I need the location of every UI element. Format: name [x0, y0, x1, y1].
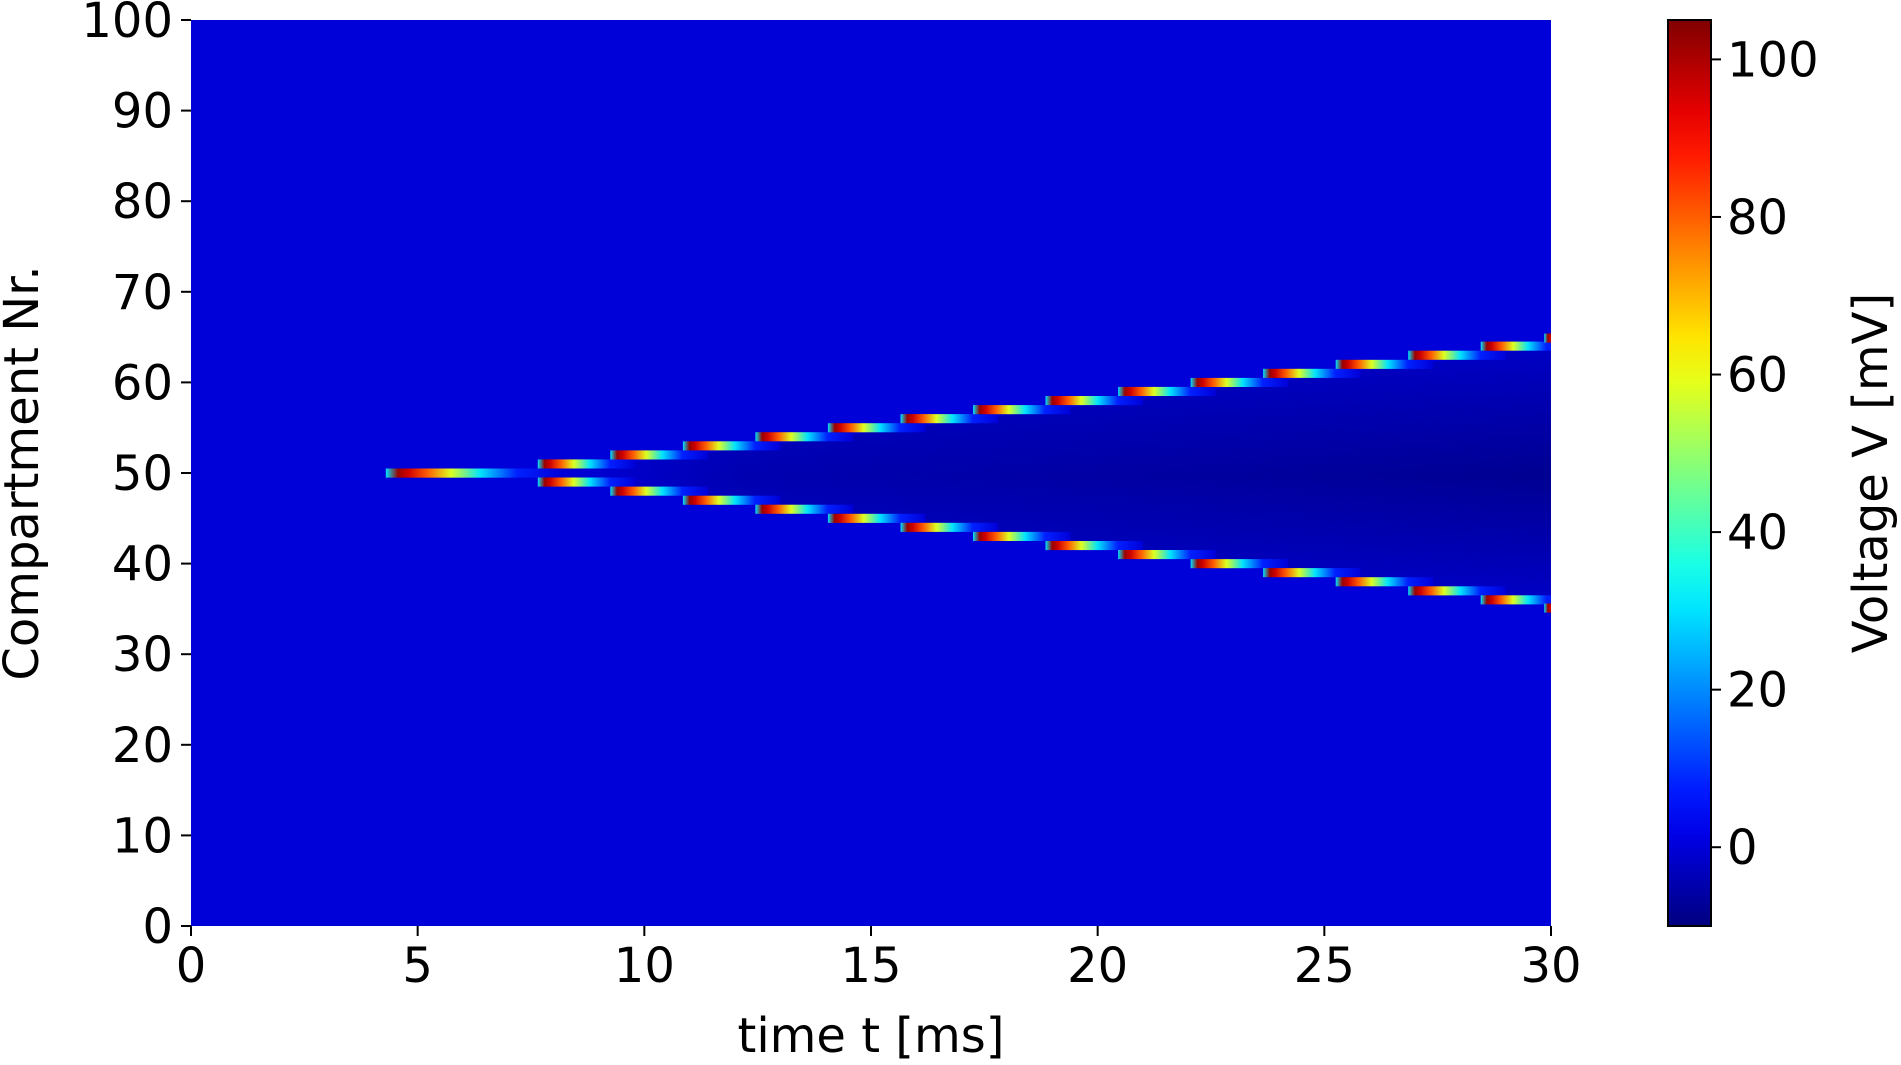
- action-potential-segment: [1544, 603, 1551, 613]
- action-potential-segment: [1335, 577, 1434, 587]
- action-potential-segment: [973, 405, 1071, 415]
- action-potential-segment: [682, 495, 781, 505]
- x-tick-label: 0: [176, 938, 207, 994]
- action-potential-segment: [537, 477, 636, 487]
- y-tick-label: 10: [112, 808, 173, 864]
- colorbar-tick-label: 60: [1727, 348, 1788, 404]
- y-tick-label: 80: [112, 174, 173, 230]
- colorbar-scale: [1667, 19, 1712, 927]
- colorbar-tick-label: 80: [1727, 190, 1788, 246]
- action-potential-segment: [827, 423, 926, 433]
- y-tick-label: 100: [81, 0, 173, 49]
- x-tick-label: 10: [614, 938, 675, 994]
- x-axis-label: time t [ms]: [738, 1008, 1005, 1064]
- action-potential-segment: [900, 414, 998, 424]
- y-tick-label: 30: [112, 627, 173, 683]
- action-potential-segment: [682, 441, 781, 451]
- action-potential-segment: [385, 468, 563, 478]
- wavefront-downward: [385, 468, 1551, 613]
- action-potential-segment: [610, 450, 708, 460]
- action-potential-segment: [537, 459, 636, 469]
- action-potential-segment: [1544, 333, 1551, 343]
- action-potential-segment: [1480, 595, 1551, 605]
- y-tick-label: 40: [112, 537, 173, 593]
- action-potential-segment: [1480, 341, 1551, 351]
- colorbar-tick-label: 0: [1727, 820, 1758, 876]
- colorbar-tick-label: 40: [1727, 505, 1788, 561]
- colorbar-tick-label: 20: [1727, 663, 1788, 719]
- x-tick-label: 5: [402, 938, 433, 994]
- hyperpolarized-region: [426, 347, 1551, 603]
- x-tick-label: 20: [1067, 938, 1128, 994]
- plot-area: [191, 20, 1551, 926]
- action-potential-segment: [1263, 368, 1361, 378]
- y-tick-label: 20: [112, 718, 173, 774]
- action-potential-segment: [1263, 568, 1361, 578]
- action-potential-segment: [827, 513, 926, 523]
- x-tick-label: 30: [1520, 938, 1581, 994]
- action-potential-segment: [1408, 586, 1506, 596]
- action-potential-segment: [1190, 559, 1289, 569]
- y-tick-label: 0: [142, 899, 173, 955]
- action-potential-segment: [1118, 386, 1216, 396]
- y-axis-label: Compartment Nr.: [0, 265, 50, 680]
- action-potential-segment: [1408, 350, 1506, 360]
- colorbar-tick-label: 100: [1727, 32, 1819, 88]
- action-potential-segment: [1045, 541, 1143, 551]
- y-tick-label: 50: [112, 446, 173, 502]
- y-tick-label: 60: [112, 355, 173, 411]
- action-potential-segment: [1190, 377, 1289, 387]
- action-potential-segment: [610, 486, 708, 496]
- action-potential-segment: [755, 504, 853, 514]
- action-potential-segment: [1335, 359, 1434, 369]
- y-tick-label: 90: [112, 84, 173, 140]
- action-potential-segment: [1045, 396, 1143, 406]
- y-axis: 0 10 20 30 40 50 60 70 80 90 100: [81, 0, 191, 955]
- colorbar: 0 20 40 60 80 100: [1667, 19, 1819, 927]
- action-potential-segment: [755, 432, 853, 442]
- action-potential-segment: [900, 522, 998, 532]
- x-tick-label: 15: [840, 938, 901, 994]
- action-potential-segment: [1118, 550, 1216, 560]
- x-tick-label: 25: [1294, 938, 1355, 994]
- action-potential-segment: [973, 531, 1071, 541]
- x-axis: 0 5 10 15 20 25 30: [176, 926, 1582, 994]
- colorbar-label: Voltage V [mV]: [1843, 293, 1899, 653]
- y-tick-label: 70: [112, 265, 173, 321]
